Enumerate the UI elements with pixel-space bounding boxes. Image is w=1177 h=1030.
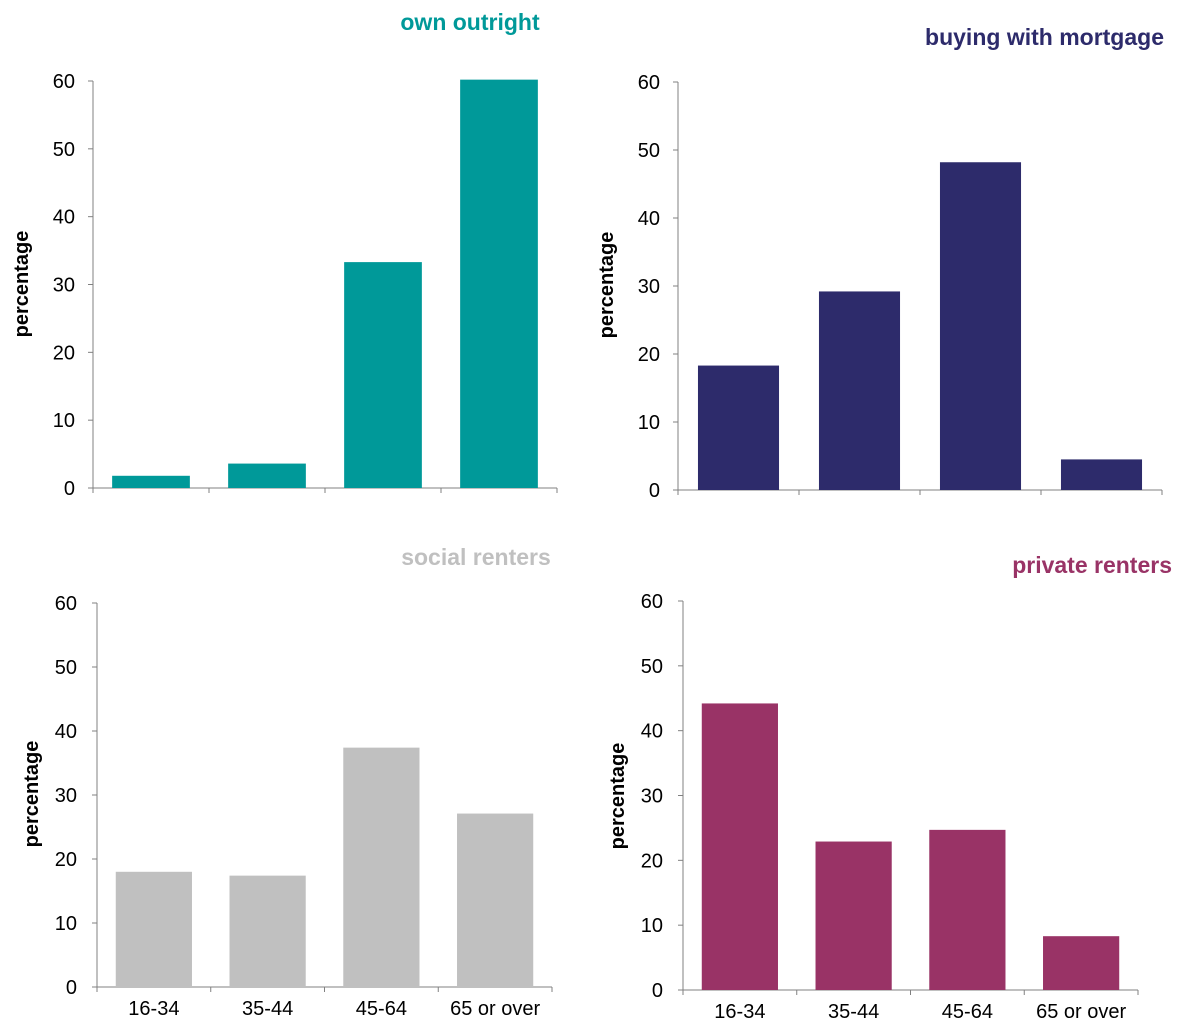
- chart-title: social renters: [401, 544, 551, 570]
- y-tick-label: 50: [55, 657, 77, 679]
- x-category-label: 65 or over: [1036, 1001, 1126, 1023]
- x-category-label: 65 or over: [450, 998, 540, 1020]
- y-tick-label: 20: [53, 342, 75, 364]
- bar-35-44: [818, 291, 901, 490]
- bar-65-or-over: [1043, 936, 1120, 990]
- bar-16-34: [115, 871, 192, 987]
- y-tick-label: 60: [641, 591, 663, 613]
- y-axis-label: percentage: [21, 741, 43, 848]
- y-tick-label: 0: [649, 480, 660, 502]
- bar-45-64: [939, 162, 1022, 491]
- y-tick-label: 40: [638, 208, 660, 230]
- y-tick-label: 60: [638, 72, 660, 94]
- bar-16-34: [701, 703, 778, 990]
- y-tick-label: 0: [652, 980, 663, 1002]
- x-category-label: 35-44: [828, 1001, 879, 1023]
- chart-panel: private renters percentage 0 10 20 30 40 50 60 16…: [607, 552, 1172, 1023]
- bar-16-34: [697, 365, 780, 490]
- chart-title: buying with mortgage: [925, 24, 1164, 50]
- y-tick-label: 10: [641, 915, 663, 937]
- y-tick-label: 50: [638, 140, 660, 162]
- y-axis-label: percentage: [607, 743, 629, 850]
- y-axis-label: percentage: [11, 231, 33, 338]
- bar-65-or-over: [1060, 459, 1143, 490]
- y-axis-label: percentage: [596, 232, 618, 339]
- bar-45-64: [344, 262, 422, 488]
- y-tick-label: 10: [55, 913, 77, 935]
- y-tick-label: 10: [638, 412, 660, 434]
- bar-45-64: [343, 747, 420, 987]
- bar-35-44: [228, 463, 306, 488]
- y-tick-label: 0: [66, 977, 77, 999]
- y-tick-label: 50: [641, 656, 663, 678]
- y-tick-label: 30: [53, 275, 75, 297]
- x-category-label: 45-64: [942, 1001, 993, 1023]
- y-tick-label: 10: [53, 410, 75, 432]
- y-tick-label: 20: [55, 849, 77, 871]
- bar-35-44: [815, 841, 892, 990]
- chart-panel: buying with mortgage percentage 0 10 20 30 40 5…: [596, 24, 1164, 502]
- x-category-label: 45-64: [356, 998, 407, 1020]
- bar-65-or-over: [457, 813, 534, 987]
- chart-panel: social renters percentage 0 10 20 30 40 50 60 16-…: [21, 544, 553, 1020]
- y-tick-label: 40: [53, 207, 75, 229]
- bar-16-34: [112, 475, 190, 488]
- chart-title: own outright: [400, 9, 540, 35]
- y-tick-label: 0: [64, 478, 75, 500]
- y-tick-label: 40: [55, 721, 77, 743]
- x-category-label: 16-34: [128, 998, 179, 1020]
- chart-title: private renters: [1012, 552, 1172, 578]
- bar-65-or-over: [460, 79, 538, 488]
- bar-35-44: [229, 875, 306, 987]
- y-tick-label: 20: [638, 344, 660, 366]
- y-tick-label: 30: [641, 786, 663, 808]
- chart-panel: own outright percentage 0 10 20 30 40 50 60: [11, 9, 558, 500]
- y-tick-label: 60: [53, 71, 75, 93]
- y-tick-label: 30: [638, 276, 660, 298]
- y-tick-label: 40: [641, 721, 663, 743]
- x-category-label: 16-34: [714, 1001, 765, 1023]
- bar-45-64: [929, 829, 1006, 990]
- y-tick-label: 50: [53, 139, 75, 161]
- y-tick-label: 20: [641, 850, 663, 872]
- y-tick-label: 60: [55, 593, 77, 615]
- x-category-label: 35-44: [242, 998, 293, 1020]
- y-tick-label: 30: [55, 785, 77, 807]
